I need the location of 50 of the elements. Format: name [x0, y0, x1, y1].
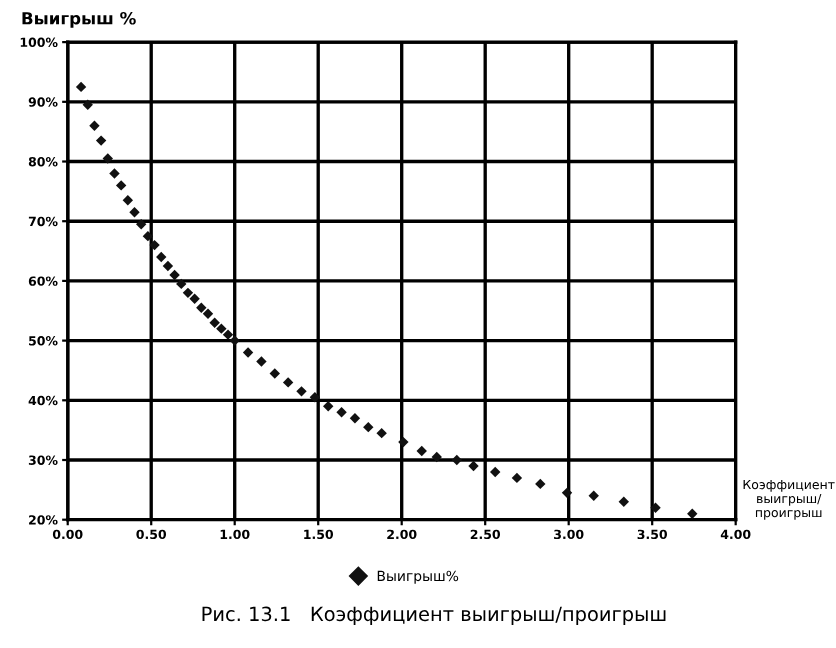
point	[162, 260, 174, 272]
point	[363, 421, 374, 433]
point	[182, 287, 194, 299]
point	[156, 251, 167, 263]
point	[618, 496, 629, 507]
point	[209, 317, 220, 328]
point	[256, 356, 267, 367]
point	[95, 135, 107, 146]
point	[282, 377, 294, 388]
point	[650, 502, 661, 513]
point	[490, 466, 501, 478]
text: Рис. 13.1 Коэффициент выигрыш/проигрыш	[202, 606, 666, 626]
point	[82, 99, 93, 110]
point	[468, 460, 479, 472]
point	[142, 230, 154, 242]
point	[416, 445, 427, 457]
point	[196, 302, 207, 313]
point	[588, 490, 599, 502]
point	[149, 239, 160, 251]
point	[431, 451, 442, 463]
point	[323, 401, 334, 412]
point	[109, 168, 120, 179]
point	[216, 323, 227, 334]
point	[269, 368, 280, 379]
point	[102, 153, 113, 164]
y-axis-title: Выигрыш %	[22, 11, 136, 28]
point	[349, 413, 361, 424]
point	[202, 308, 214, 319]
point	[176, 278, 187, 290]
point	[336, 407, 347, 418]
point	[222, 329, 234, 340]
point	[687, 508, 698, 519]
point	[309, 392, 321, 403]
point	[75, 81, 87, 93]
point	[189, 293, 200, 305]
point	[511, 472, 523, 484]
point	[229, 335, 240, 346]
point	[89, 120, 100, 131]
point	[451, 454, 462, 466]
point	[122, 195, 134, 206]
point	[169, 269, 180, 281]
point	[115, 180, 127, 191]
point	[136, 219, 147, 230]
point	[561, 487, 573, 499]
point	[296, 386, 307, 397]
point	[129, 207, 140, 218]
point	[535, 478, 546, 490]
point	[376, 427, 387, 439]
point	[242, 347, 254, 358]
point	[398, 436, 409, 448]
